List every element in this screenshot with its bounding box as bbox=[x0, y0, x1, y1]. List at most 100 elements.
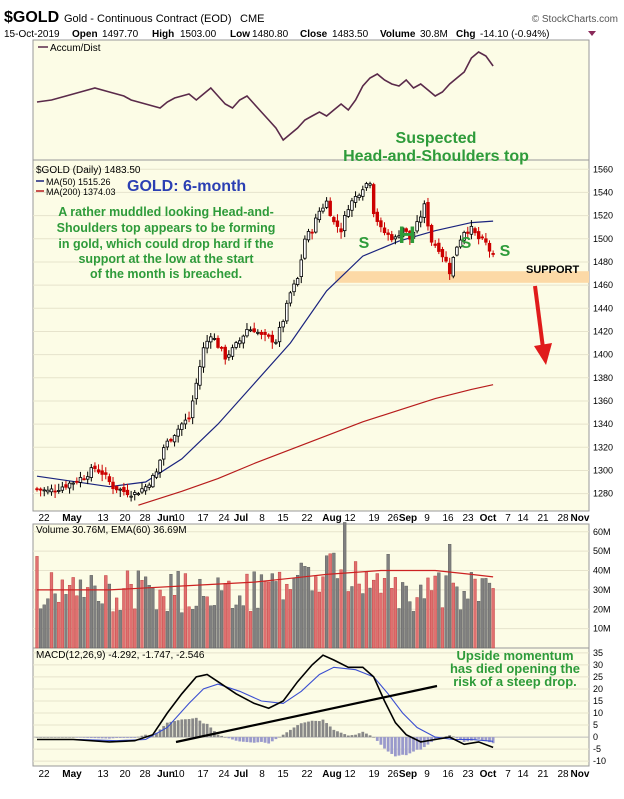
copyright-text: © StockCharts.com bbox=[532, 14, 618, 25]
candle-body bbox=[458, 239, 463, 248]
macd-histogram-bar bbox=[404, 737, 408, 756]
candle-body bbox=[252, 328, 256, 333]
volume-bar bbox=[42, 604, 46, 649]
volume-bar bbox=[299, 562, 303, 649]
price-panel-bg bbox=[32, 159, 590, 512]
macd-histogram-bar bbox=[451, 736, 455, 738]
macd-histogram-bar bbox=[180, 719, 184, 738]
volume-bar bbox=[314, 576, 318, 649]
volume-bar bbox=[386, 554, 390, 649]
volume-bar bbox=[129, 584, 133, 649]
macd-legend: MACD(12,26,9) -4.292, -1.747, -2.546 bbox=[36, 650, 205, 661]
candle-body bbox=[143, 486, 148, 492]
macd-histogram-bar bbox=[484, 737, 488, 742]
macd-commentary-line-3: risk of a steep drop. bbox=[453, 674, 577, 689]
volume-bar bbox=[180, 612, 184, 649]
x-tick-label: 16 bbox=[442, 513, 454, 524]
macd-histogram-bar bbox=[39, 737, 43, 738]
price-tick-label: 1440 bbox=[593, 303, 613, 313]
macd-histogram-bar bbox=[317, 721, 321, 738]
chg-value: -14.10 (-0.94%) bbox=[480, 29, 549, 40]
price-tick-label: 1360 bbox=[593, 396, 613, 406]
volume-bar bbox=[477, 601, 481, 649]
macd-histogram-bar bbox=[169, 721, 173, 738]
candle-body bbox=[447, 262, 452, 275]
macd-histogram-bar bbox=[194, 717, 198, 738]
candle-body bbox=[422, 203, 427, 218]
candle-body bbox=[266, 334, 271, 337]
x-tick-label: 13 bbox=[97, 769, 109, 780]
volume-bar bbox=[162, 596, 166, 649]
volume-bar bbox=[125, 570, 130, 649]
volume-bar bbox=[201, 596, 206, 649]
candle-body bbox=[281, 321, 285, 328]
volume-bar bbox=[375, 573, 379, 649]
volume-bar bbox=[78, 579, 83, 649]
x-tick-label: 23 bbox=[462, 513, 474, 524]
volume-bar bbox=[82, 596, 86, 649]
volume-bar bbox=[448, 544, 452, 649]
macd-histogram-bar bbox=[444, 736, 448, 738]
macd-histogram-bar bbox=[227, 737, 231, 739]
macd-histogram-bar bbox=[281, 734, 285, 738]
volume-bar bbox=[252, 571, 256, 649]
macd-histogram-bar bbox=[459, 737, 462, 741]
volume-bar bbox=[53, 593, 57, 649]
candle-body bbox=[382, 227, 387, 234]
macd-histogram-bar bbox=[419, 737, 423, 750]
volume-bar bbox=[154, 609, 159, 649]
candle-body bbox=[38, 488, 43, 491]
macd-histogram-bar bbox=[245, 737, 249, 743]
volume-bar bbox=[328, 553, 332, 649]
quote-date: 15-Oct-2019 bbox=[4, 29, 60, 40]
candle-body bbox=[440, 249, 445, 258]
candle-body bbox=[314, 217, 318, 233]
volume-bar bbox=[198, 578, 202, 649]
price-legend-symbol: $GOLD (Daily) 1483.50 bbox=[36, 165, 141, 176]
candle-body bbox=[342, 215, 347, 232]
price-panel: 1280 1300 1320 1340 1360 1380 1400 1420 1440 1460… bbox=[33, 130, 613, 506]
volume-bar bbox=[379, 592, 383, 649]
candle-body bbox=[35, 488, 39, 491]
macd-histogram-bar bbox=[144, 734, 147, 738]
macd-histogram-bar bbox=[383, 737, 386, 749]
candle-body bbox=[49, 488, 54, 493]
candle-body bbox=[183, 419, 188, 425]
volume-bar bbox=[419, 584, 423, 649]
macd-grid bbox=[33, 652, 589, 762]
candle-body bbox=[375, 211, 379, 222]
candle-body bbox=[114, 486, 119, 491]
macd-histogram-bar bbox=[368, 735, 372, 738]
volume-bar bbox=[357, 583, 361, 649]
macd-histogram-bar bbox=[97, 737, 100, 739]
candle-body bbox=[277, 326, 282, 343]
candle-body bbox=[46, 489, 50, 493]
macd-tick-label: 30 bbox=[593, 660, 603, 670]
volume-bar bbox=[437, 572, 441, 649]
candle-body bbox=[306, 231, 311, 241]
volume-legend: Volume 30.76M, EMA(60) 36.69M bbox=[36, 525, 187, 536]
volume-bar bbox=[451, 582, 455, 649]
commentary-line-2: Shoulders top appears to be forming bbox=[57, 221, 276, 235]
macd-histogram-bar bbox=[151, 736, 155, 738]
candle-body bbox=[53, 490, 57, 493]
candle-body bbox=[393, 236, 398, 240]
volume-bar bbox=[382, 578, 387, 649]
candle-body bbox=[100, 470, 104, 475]
volume-bar bbox=[426, 577, 430, 649]
candle-body bbox=[96, 469, 101, 473]
commentary-line-4: support at the low at the start bbox=[78, 252, 254, 266]
macd-tick-label: 5 bbox=[593, 720, 598, 730]
macd-histogram-bar bbox=[93, 737, 97, 739]
volume-bar bbox=[444, 575, 448, 649]
candle-body bbox=[154, 471, 159, 478]
macd-histogram-bar bbox=[241, 737, 245, 742]
candle-body bbox=[328, 200, 332, 217]
macd-histogram-bar bbox=[111, 737, 115, 739]
macd-histogram-bar bbox=[412, 737, 415, 752]
volume-bar bbox=[223, 583, 227, 649]
candle-body bbox=[147, 484, 151, 488]
macd-histogram-bar bbox=[321, 719, 325, 738]
volume-bar bbox=[491, 588, 495, 649]
